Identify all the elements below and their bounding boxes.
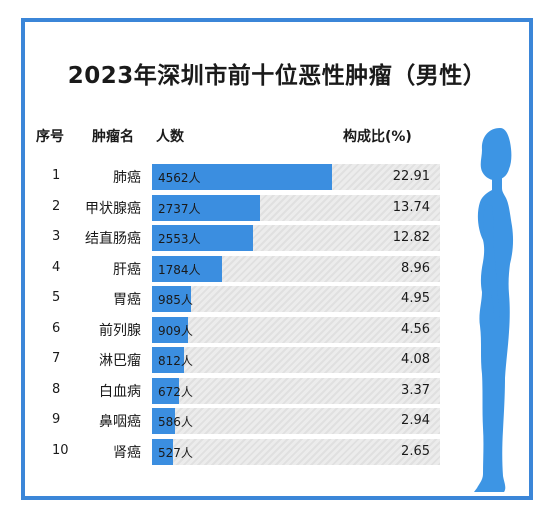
row-rank: 1 <box>52 168 61 183</box>
male-silhouette-icon <box>474 128 514 492</box>
bar-track: 909人 4.56 <box>152 316 440 343</box>
bar <box>152 164 332 190</box>
table-row: 5 胃癌 985人 4.95 <box>0 286 554 312</box>
bar-track: 1784人 8.96 <box>152 255 440 282</box>
ratio-value: 2.94 <box>401 413 430 428</box>
row-rank: 7 <box>52 351 61 366</box>
ratio-value: 8.96 <box>401 260 430 276</box>
header-count: 人数 <box>156 129 184 145</box>
bar-count-label: 2737人 <box>158 201 201 216</box>
header-name: 肿瘤名 <box>92 129 134 145</box>
row-tumor-name: 肾癌 <box>113 444 141 461</box>
bar-track: 586人 2.94 <box>152 408 440 434</box>
bar <box>152 438 173 465</box>
ratio-value: 2.65 <box>401 443 430 459</box>
bar <box>152 347 185 373</box>
header-ratio: 构成比(%) <box>343 129 412 145</box>
table-row: 1 肺癌 4562人 22.91 <box>0 164 554 190</box>
row-tumor-name: 结直肠癌 <box>85 231 141 247</box>
ratio-value: 3.37 <box>401 382 430 398</box>
bar <box>152 225 253 251</box>
ratio-value: 22.91 <box>392 169 430 184</box>
bar <box>152 286 191 312</box>
bar-track: 2737人 13.74 <box>152 194 440 221</box>
chart-title: 2023年深圳市前十位恶性肿瘤（男性） <box>67 63 487 89</box>
ratio-value: 4.08 <box>401 352 430 367</box>
ratio-value: 12.82 <box>392 230 430 245</box>
table-row: 2 甲状腺癌 2737人 13.74 <box>0 194 554 221</box>
bar <box>152 377 179 404</box>
bar-count-label: 812人 <box>158 354 193 368</box>
bar-count-label: 1784人 <box>158 262 201 277</box>
bar-track: 812人 4.08 <box>152 347 440 373</box>
table-row: 7 淋巴瘤 812人 4.08 <box>0 347 554 373</box>
bar <box>152 255 223 282</box>
row-rank: 10 <box>52 442 69 458</box>
bar-count-label: 586人 <box>158 415 193 429</box>
bar-count-label: 909人 <box>158 323 193 338</box>
row-tumor-name: 胃癌 <box>113 292 141 308</box>
table-row: 8 白血病 672人 3.37 <box>0 377 554 404</box>
row-tumor-name: 前列腺 <box>99 322 141 339</box>
bar-track: 672人 3.37 <box>152 377 440 404</box>
bar <box>152 316 188 343</box>
row-rank: 2 <box>52 198 61 214</box>
row-tumor-name: 鼻咽癌 <box>99 414 141 430</box>
row-rank: 8 <box>52 381 61 397</box>
row-rank: 3 <box>52 229 61 244</box>
bar <box>152 194 260 221</box>
row-rank: 6 <box>52 320 61 336</box>
row-tumor-name: 淋巴瘤 <box>99 353 141 369</box>
row-tumor-name: 白血病 <box>99 383 141 400</box>
bar-count-label: 2553人 <box>158 232 201 246</box>
table-row: 4 肝癌 1784人 8.96 <box>0 255 554 282</box>
row-rank: 4 <box>52 259 61 275</box>
table-row: 9 鼻咽癌 586人 2.94 <box>0 408 554 434</box>
bar-track: 2553人 12.82 <box>152 225 440 251</box>
ratio-value: 13.74 <box>392 199 430 215</box>
row-tumor-name: 甲状腺癌 <box>85 200 141 217</box>
bar-count-label: 985人 <box>158 293 193 307</box>
table-row: 6 前列腺 909人 4.56 <box>0 316 554 343</box>
bar-track: 4562人 22.91 <box>152 164 440 190</box>
ratio-value: 4.56 <box>401 321 430 337</box>
bar <box>152 408 176 434</box>
row-rank: 9 <box>52 412 61 427</box>
ratio-value: 4.95 <box>401 291 430 306</box>
table-row: 3 结直肠癌 2553人 12.82 <box>0 225 554 251</box>
header-rank: 序号 <box>36 129 64 145</box>
bar-track: 527人 2.65 <box>152 438 440 465</box>
row-rank: 5 <box>52 290 61 305</box>
bar-track: 985人 4.95 <box>152 286 440 312</box>
bar-count-label: 527人 <box>158 445 193 460</box>
bar-count-label: 672人 <box>158 384 193 399</box>
row-tumor-name: 肺癌 <box>113 170 141 186</box>
row-tumor-name: 肝癌 <box>113 261 141 278</box>
bar-count-label: 4562人 <box>158 171 201 185</box>
table-row: 10 肾癌 527人 2.65 <box>0 438 554 465</box>
